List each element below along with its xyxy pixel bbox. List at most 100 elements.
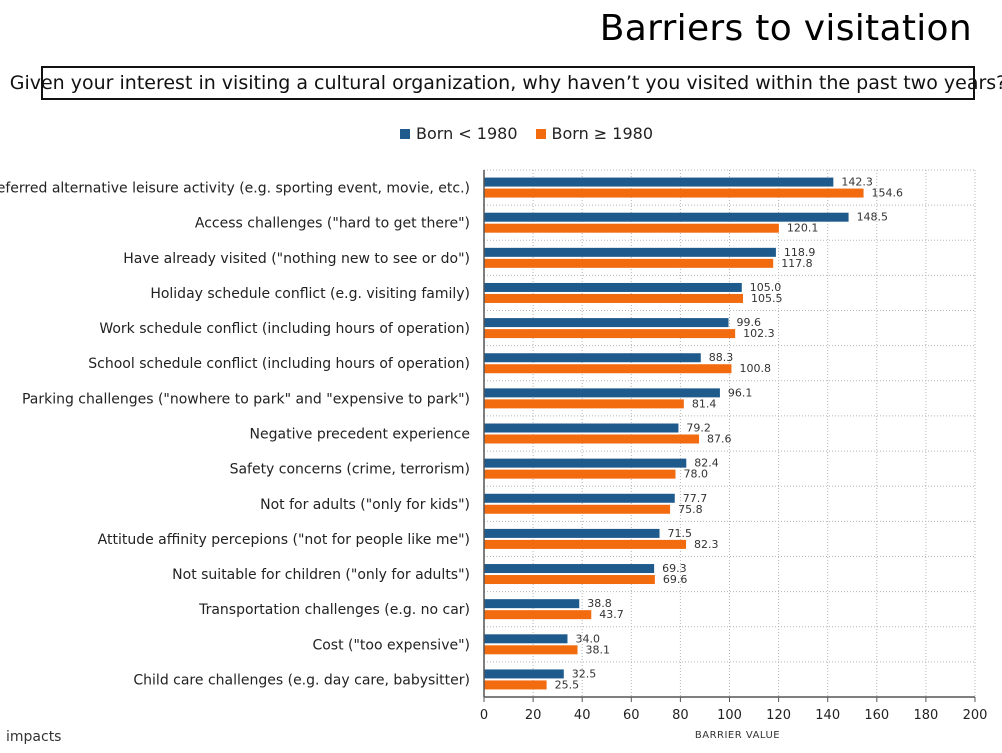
question-box: Given your interest in visiting a cultur…: [10, 66, 1002, 100]
bar-series-2: [484, 258, 774, 268]
data-label-series-2: 38.1: [586, 643, 611, 656]
data-label-series-1: 142.3: [841, 176, 873, 189]
category-label: Access challenges ("hard to get there"): [195, 216, 470, 232]
data-label-series-2: 75.8: [678, 503, 703, 516]
data-label-series-1: 79.2: [686, 422, 711, 435]
data-label-series-1: 38.8: [587, 597, 612, 610]
category-label: Work schedule conflict (including hours …: [99, 321, 470, 337]
data-label-series-1: 88.3: [709, 351, 734, 364]
bar-series-1: [484, 458, 687, 468]
bar-series-1: [484, 177, 834, 187]
bar-series-1: [484, 564, 655, 574]
bar-series-2: [484, 645, 578, 655]
x-tick-label: 120: [766, 708, 791, 723]
data-label-series-2: 102.3: [743, 327, 775, 340]
bar-series-2: [484, 610, 592, 620]
data-label-series-2: 87.6: [707, 433, 732, 446]
data-label-series-1: 99.6: [737, 316, 762, 329]
bar-series-1: [484, 423, 679, 433]
data-label-series-2: 82.3: [694, 538, 719, 551]
category-label: Preferred alternative leisure activity (…: [0, 181, 470, 197]
data-label-series-2: 117.8: [781, 257, 813, 270]
category-label: Transportation challenges (e.g. no car): [198, 602, 470, 618]
bar-series-2: [484, 434, 700, 444]
category-label: Not suitable for children ("only for adu…: [172, 567, 470, 583]
bar-series-1: [484, 353, 701, 363]
data-label-series-1: 96.1: [728, 386, 753, 399]
bar-series-1: [484, 212, 849, 222]
legend-item-born-before-1980: Born < 1980: [400, 124, 518, 143]
data-label-series-2: 78.0: [683, 468, 708, 481]
data-label-series-2: 81.4: [692, 397, 717, 410]
bar-series-2: [484, 364, 732, 374]
bar-series-2: [484, 504, 671, 514]
bar-series-2: [484, 188, 864, 198]
category-label: Cost ("too expensive"): [312, 637, 470, 653]
data-label-series-2: 69.6: [663, 573, 688, 586]
bar-series-1: [484, 282, 742, 292]
data-label-series-2: 43.7: [599, 608, 624, 621]
question-text: Given your interest in visiting a cultur…: [9, 72, 1002, 94]
bar-series-2: [484, 469, 676, 479]
category-label: School schedule conflict (including hour…: [88, 356, 470, 372]
legend-label-series-1: Born < 1980: [416, 124, 518, 143]
category-label: Child care challenges (e.g. day care, ba…: [133, 672, 470, 688]
category-label: Safety concerns (crime, terrorism): [230, 462, 470, 478]
x-tick-label: 160: [864, 708, 889, 723]
category-label: Holiday schedule conflict (e.g. visiting…: [150, 286, 470, 302]
x-axis-label: BARRIER VALUE: [695, 730, 780, 741]
data-label-series-2: 105.5: [751, 292, 783, 305]
page-title: Barriers to visitation: [599, 8, 972, 49]
x-tick-label: 200: [963, 708, 988, 723]
bar-series-1: [484, 318, 729, 328]
legend-swatch-series-1: [400, 128, 410, 139]
category-label: Have already visited ("nothing new to se…: [123, 251, 470, 267]
data-label-series-1: 105.0: [750, 281, 782, 294]
legend-label-series-2: Born ≥ 1980: [551, 124, 654, 143]
category-label: Parking challenges ("nowhere to park" an…: [22, 391, 470, 407]
logo-text: impacts: [6, 729, 62, 745]
category-label: Negative precedent experience: [250, 427, 470, 443]
bar-series-1: [484, 493, 675, 503]
data-label-series-1: 148.5: [857, 211, 889, 224]
bar-series-2: [484, 680, 547, 690]
bar-series-2: [484, 293, 744, 303]
x-tick-label: 40: [574, 708, 591, 723]
chart-legend: Born < 1980 Born ≥ 1980: [400, 124, 671, 143]
x-tick-label: 100: [717, 708, 742, 723]
data-label-series-1: 34.0: [575, 632, 600, 645]
x-tick-label: 180: [913, 708, 938, 723]
category-label: Not for adults ("only for kids"): [260, 497, 470, 513]
bar-series-1: [484, 634, 568, 644]
bar-series-1: [484, 669, 564, 679]
x-tick-label: 0: [480, 708, 488, 723]
data-label-series-2: 25.5: [555, 678, 580, 691]
data-label-series-2: 120.1: [787, 222, 819, 235]
x-tick-label: 140: [815, 708, 840, 723]
bar-series-2: [484, 575, 655, 585]
category-label: Attitude affinity percepions ("not for p…: [98, 532, 470, 548]
bar-series-2: [484, 329, 736, 339]
data-label-series-1: 71.5: [668, 527, 693, 540]
impacts-logo: impacts: [6, 729, 61, 745]
data-label-series-1: 77.7: [683, 492, 708, 505]
data-label-series-1: 82.4: [694, 457, 719, 470]
bar-series-1: [484, 599, 580, 609]
data-label-series-1: 118.9: [784, 246, 816, 259]
legend-item-born-1980-or-later: Born ≥ 1980: [535, 124, 654, 143]
bar-series-1: [484, 528, 660, 538]
x-tick-label: 80: [672, 708, 689, 723]
data-label-series-2: 100.8: [739, 362, 771, 375]
data-label-series-1: 32.5: [572, 667, 597, 680]
data-label-series-2: 154.6: [872, 187, 904, 200]
bar-series-2: [484, 399, 684, 409]
bar-series-1: [484, 388, 720, 398]
bar-series-2: [484, 539, 687, 549]
x-tick-label: 60: [623, 708, 640, 723]
x-tick-label: 20: [525, 708, 542, 723]
bar-series-2: [484, 223, 779, 233]
bar-series-1: [484, 247, 776, 257]
legend-swatch-series-2: [535, 128, 546, 139]
data-label-series-1: 69.3: [662, 562, 687, 575]
